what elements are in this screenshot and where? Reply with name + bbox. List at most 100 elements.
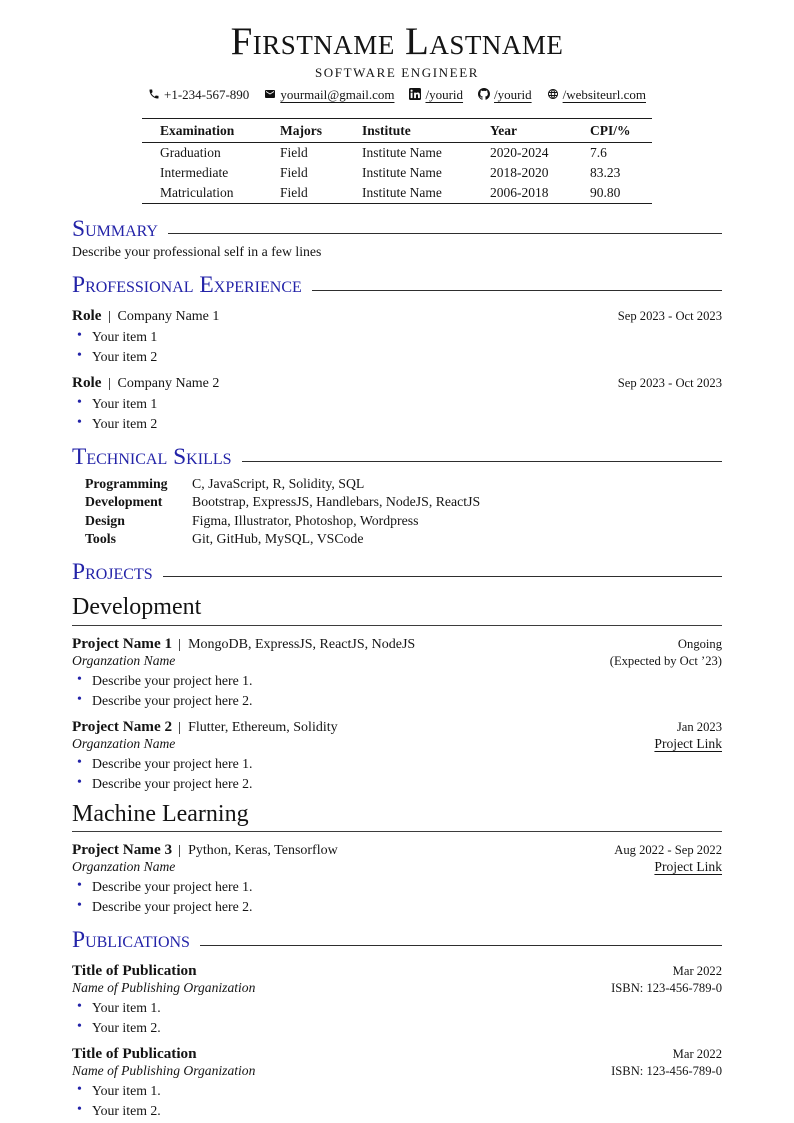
list-item: Your item 2. xyxy=(77,1019,722,1036)
project-items: Describe your project here 1. Describe y… xyxy=(72,755,722,792)
project-name: Project Name 3 xyxy=(72,841,173,859)
skill-row: Design Figma, Illustrator, Photoshop, Wo… xyxy=(72,513,722,529)
role-label: Role xyxy=(72,306,102,324)
education-row: Matriculation Field Institute Name 2006-… xyxy=(142,183,652,204)
publication-entry-subheader: Name of Publishing Organization ISBN: 12… xyxy=(72,980,722,996)
experience-dates: Sep 2023 - Oct 2023 xyxy=(617,308,722,323)
heading-rule xyxy=(311,289,722,291)
publisher-name: Name of Publishing Organization xyxy=(72,980,256,995)
phone-contact: +1-234-567-890 xyxy=(148,88,249,101)
skill-row: Tools Git, GitHub, MySQL, VSCode xyxy=(72,531,722,547)
skills-heading: Technical Skills xyxy=(72,443,232,470)
person-role-title: SOFTWARE ENGINEER xyxy=(314,64,480,80)
project-date: Jan 2023 xyxy=(676,719,722,734)
col-header-cpi: CPI/% xyxy=(590,118,652,143)
list-item: Your item 1. xyxy=(77,1082,722,1099)
publications-heading: Publications xyxy=(72,927,190,954)
role-label: Role xyxy=(72,373,102,391)
col-header-majors: Majors xyxy=(280,118,362,143)
list-item: Your item 2. xyxy=(77,1102,722,1119)
skill-row: Development Bootstrap, ExpressJS, Handle… xyxy=(72,494,722,510)
list-item: Your item 2 xyxy=(77,415,722,432)
education-table-wrap: Examination Majors Institute Year CPI/% … xyxy=(142,117,652,204)
experience-entry-header: Role Company Name 2 Sep 2023 - Oct 2023 xyxy=(72,374,722,392)
website-url[interactable]: /websiteurl.com xyxy=(562,86,646,102)
project-entry-header: Project Name 3 Python, Keras, Tensorflow… xyxy=(72,841,722,859)
edu-cell: Field xyxy=(280,184,308,200)
section-heading: Professional Experience xyxy=(72,273,722,298)
skills-list: Programming C, JavaScript, R, Solidity, … xyxy=(72,476,722,548)
edu-cell: 83.23 xyxy=(590,164,621,180)
experience-heading: Professional Experience xyxy=(72,272,302,299)
project-link[interactable]: Project Link xyxy=(654,735,722,751)
publication-entry-subheader: Name of Publishing Organization ISBN: 12… xyxy=(72,1063,722,1079)
company-name: Company Name 1 xyxy=(117,308,220,324)
project-entry: Project Name 3 Python, Keras, Tensorflow… xyxy=(72,841,722,915)
organization-name: Organzation Name xyxy=(72,735,176,751)
list-item: Your item 1 xyxy=(77,328,722,345)
skill-values: Bootstrap, ExpressJS, Handlebars, NodeJS… xyxy=(192,494,481,510)
skill-category: Design xyxy=(85,512,125,528)
email-icon xyxy=(265,90,276,99)
linkedin-link[interactable]: /yourid xyxy=(409,88,463,101)
publication-entry-header: Title of Publication Mar 2022 xyxy=(72,962,722,980)
website-link[interactable]: /websiteurl.com xyxy=(547,88,646,101)
publication-entry-header: Title of Publication Mar 2022 xyxy=(72,1045,722,1063)
publication-date: Mar 2022 xyxy=(672,1047,722,1061)
list-item: Describe your project here 2. xyxy=(77,775,722,792)
project-link[interactable]: Project Link xyxy=(654,859,722,875)
publication-items: Your item 1. Your item 2. xyxy=(72,999,722,1036)
divider xyxy=(179,721,181,734)
education-row: Intermediate Field Institute Name 2018-2… xyxy=(142,163,652,183)
experience-items: Your item 1 Your item 2 xyxy=(72,328,722,365)
publication-date: Mar 2022 xyxy=(672,964,722,978)
edu-cell: Institute Name xyxy=(362,164,442,180)
github-id[interactable]: /yourid xyxy=(494,86,532,102)
heading-rule xyxy=(241,461,722,463)
linkedin-icon xyxy=(409,88,422,101)
experience-dates: Sep 2023 - Oct 2023 xyxy=(617,375,722,390)
email-link[interactable]: yourmail@gmail.com xyxy=(264,88,394,101)
edu-cell: Matriculation xyxy=(160,184,234,200)
project-entry-header: Project Name 2 Flutter, Ethereum, Solidi… xyxy=(72,718,722,736)
education-row: Graduation Field Institute Name 2020-202… xyxy=(142,142,652,163)
project-group-title: Machine Learning xyxy=(72,800,722,833)
divider xyxy=(108,377,110,390)
summary-text: Describe your professional self in a few… xyxy=(72,244,322,260)
contact-row: +1-234-567-890 yourmail@gmail.com /youri… xyxy=(72,88,722,101)
projects-heading: Projects xyxy=(72,559,153,586)
edu-cell: Institute Name xyxy=(362,144,442,160)
edu-cell: Field xyxy=(280,164,308,180)
edu-cell: 2018-2020 xyxy=(490,164,549,180)
organization-name: Organzation Name xyxy=(72,652,176,668)
linkedin-id[interactable]: /yourid xyxy=(425,86,464,102)
list-item: Your item 1. xyxy=(77,999,722,1016)
project-status: Ongoing xyxy=(677,636,722,651)
project-date: Aug 2022 - Sep 2022 xyxy=(614,843,722,858)
project-entry: Project Name 1 MongoDB, ExpressJS, React… xyxy=(72,635,722,709)
list-item: Describe your project here 2. xyxy=(77,898,722,915)
email-address[interactable]: yourmail@gmail.com xyxy=(280,86,395,102)
summary-heading: Summary xyxy=(72,215,158,242)
divider xyxy=(108,310,110,323)
section-heading: Publications xyxy=(72,928,722,953)
publication-entry: Title of Publication Mar 2022 Name of Pu… xyxy=(72,962,722,1036)
list-item: Your item 2 xyxy=(77,348,722,365)
section-heading: Summary xyxy=(72,215,722,242)
resume-header: Firstname Lastname SOFTWARE ENGINEER +1-… xyxy=(72,21,722,101)
organization-name: Organzation Name xyxy=(72,859,176,875)
github-link[interactable]: /yourid xyxy=(478,88,532,101)
project-tech: Python, Keras, Tensorflow xyxy=(188,843,338,859)
project-tech: MongoDB, ExpressJS, ReactJS, NodeJS xyxy=(188,636,416,652)
section-heading: Technical Skills xyxy=(72,445,722,470)
edu-cell: Institute Name xyxy=(362,184,442,200)
project-entry-subheader: Organzation Name Project Link xyxy=(72,859,722,875)
experience-items: Your item 1 Your item 2 xyxy=(72,395,722,432)
skill-category: Development xyxy=(85,494,163,510)
project-group-title: Development xyxy=(72,593,722,626)
project-entry-subheader: Organzation Name (Expected by Oct ’23) xyxy=(72,653,722,669)
edu-cell: Field xyxy=(280,144,308,160)
education-header-row: Examination Majors Institute Year CPI/% xyxy=(142,118,652,143)
project-items: Describe your project here 1. Describe y… xyxy=(72,672,722,709)
